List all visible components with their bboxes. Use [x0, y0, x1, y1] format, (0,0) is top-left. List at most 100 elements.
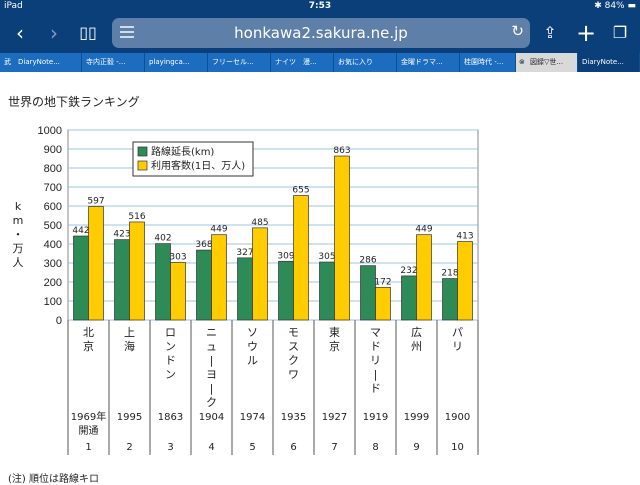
address-bar[interactable]: honkawa2.sakura.ne.jp ↻ [112, 18, 530, 48]
data-label: 368 [195, 240, 212, 250]
legend-swatch [137, 160, 148, 171]
y-tick-label: 0 [56, 315, 62, 327]
category-label-char: マ [370, 326, 381, 339]
category-label-char: | [210, 354, 214, 367]
bar-riders [129, 221, 145, 321]
tab-3[interactable]: playingca... [145, 53, 208, 72]
y-tick-label: 800 [44, 163, 62, 175]
category-label-char: ク [288, 354, 299, 367]
url-text[interactable]: honkawa2.sakura.ne.jp [234, 24, 408, 42]
opened-year: 1999 [404, 412, 429, 423]
rank-label: 8 [372, 442, 378, 453]
bar-riders [375, 286, 391, 321]
data-label: 423 [113, 230, 130, 240]
legend-box [132, 141, 254, 177]
tab-6[interactable]: お気に入り [334, 53, 397, 72]
category-label-char: ス [288, 340, 299, 353]
y-tick-label: 400 [44, 239, 62, 251]
y-axis-label-char: 万 [13, 242, 24, 255]
opened-year: 1974 [240, 412, 265, 423]
tab-9[interactable]: ⊗ 図録▽世... [516, 53, 578, 72]
tab-7[interactable]: 金曜ドラマ... [397, 53, 460, 72]
status-bar: iPad 7:53 ✱ 84% ▬ [0, 0, 640, 13]
category-label-char: 北 [83, 326, 94, 339]
bar-riders [293, 195, 309, 321]
tab-5[interactable]: ナイツ 漫... [271, 53, 334, 72]
bar-length [237, 257, 253, 321]
y-axis-label-char: k [15, 200, 22, 213]
opened-suffix: 開通 [79, 425, 99, 437]
tab-8[interactable]: 桂園時代 -... [460, 53, 516, 72]
data-label: 449 [210, 225, 227, 235]
category-label-char: モ [288, 326, 299, 339]
data-label: 863 [333, 146, 350, 156]
new-tab-icon[interactable]: + [575, 19, 597, 47]
opened-year: 1969年 [71, 410, 106, 423]
bar-length [401, 275, 417, 321]
category-label-char: ド [165, 354, 176, 367]
rank-label: 7 [331, 442, 337, 453]
opened-year: 1995 [117, 412, 142, 423]
category-label-char: ド [370, 340, 381, 353]
rank-label: 10 [451, 442, 464, 453]
rank-label: 9 [413, 442, 419, 453]
bar-length [360, 265, 376, 321]
bar-length [319, 261, 335, 321]
bar-riders [334, 155, 350, 321]
tab-2[interactable]: 寺内正毅 -... [82, 53, 145, 72]
page-title: 世界の地下鉄ランキング [8, 95, 140, 109]
data-label: 485 [251, 218, 268, 228]
data-label: 402 [154, 234, 171, 244]
rank-label: 6 [290, 442, 296, 453]
bar-riders [252, 227, 268, 321]
bar-length [278, 260, 294, 321]
bar-riders [88, 206, 104, 321]
category-label-char: パ [452, 326, 463, 339]
battery-status: ✱ 84% ▬ [594, 1, 636, 11]
category-label-char: 東 [329, 326, 340, 339]
rank-label: 4 [208, 442, 214, 453]
bookmarks-icon[interactable]: ▯▯ [79, 23, 97, 42]
category-label-char: 海 [124, 339, 135, 353]
bar-riders [211, 234, 227, 321]
category-label-char: ン [165, 368, 176, 381]
data-label: 218 [441, 269, 458, 279]
bar-riders [416, 234, 432, 321]
tab-9-label: 図録▽世... [530, 58, 564, 66]
data-label: 303 [169, 252, 186, 262]
tabs-icon[interactable]: ❐ [612, 23, 628, 42]
category-label-char: リ [370, 354, 381, 367]
data-label: 449 [415, 225, 432, 235]
data-label: 172 [374, 277, 391, 287]
browser-toolbar: ‹ › ▯▯ honkawa2.sakura.ne.jp ↻ ⇪ + ❐ [0, 13, 640, 53]
rank-label: 1 [85, 442, 91, 453]
bar-length [73, 235, 89, 321]
data-label: 597 [87, 197, 104, 207]
category-label-char: ク [206, 396, 217, 409]
bar-length [196, 249, 212, 321]
y-tick-label: 200 [44, 277, 62, 289]
data-label: 413 [456, 232, 473, 242]
share-icon[interactable]: ⇪ [543, 23, 557, 42]
data-label: 516 [128, 212, 145, 222]
back-icon[interactable]: ‹ [16, 21, 24, 45]
y-tick-label: 500 [44, 220, 62, 232]
footnote: (注) 順位は路線キロ [8, 474, 99, 485]
opened-year: 1863 [158, 412, 183, 423]
tab-10[interactable]: DiaryNote... [578, 53, 640, 72]
reader-icon[interactable] [120, 26, 134, 38]
data-label: 305 [318, 252, 335, 262]
y-tick-label: 700 [44, 182, 62, 194]
y-axis-label-char: ・ [13, 228, 24, 241]
close-tab-icon[interactable]: ⊗ [519, 58, 525, 66]
category-label-char: | [210, 382, 214, 395]
tab-4[interactable]: フリーセル... [208, 53, 271, 72]
forward-icon[interactable]: › [50, 21, 58, 45]
y-tick-label: 600 [44, 201, 62, 213]
category-label-char: ュ [206, 340, 217, 353]
rank-label: 5 [249, 442, 255, 453]
category-label-char: ソ [247, 326, 258, 339]
category-label-char: ニ [206, 326, 217, 339]
tab-1[interactable]: 武 DiaryNote... [0, 53, 82, 72]
reload-icon[interactable]: ↻ [511, 22, 524, 40]
